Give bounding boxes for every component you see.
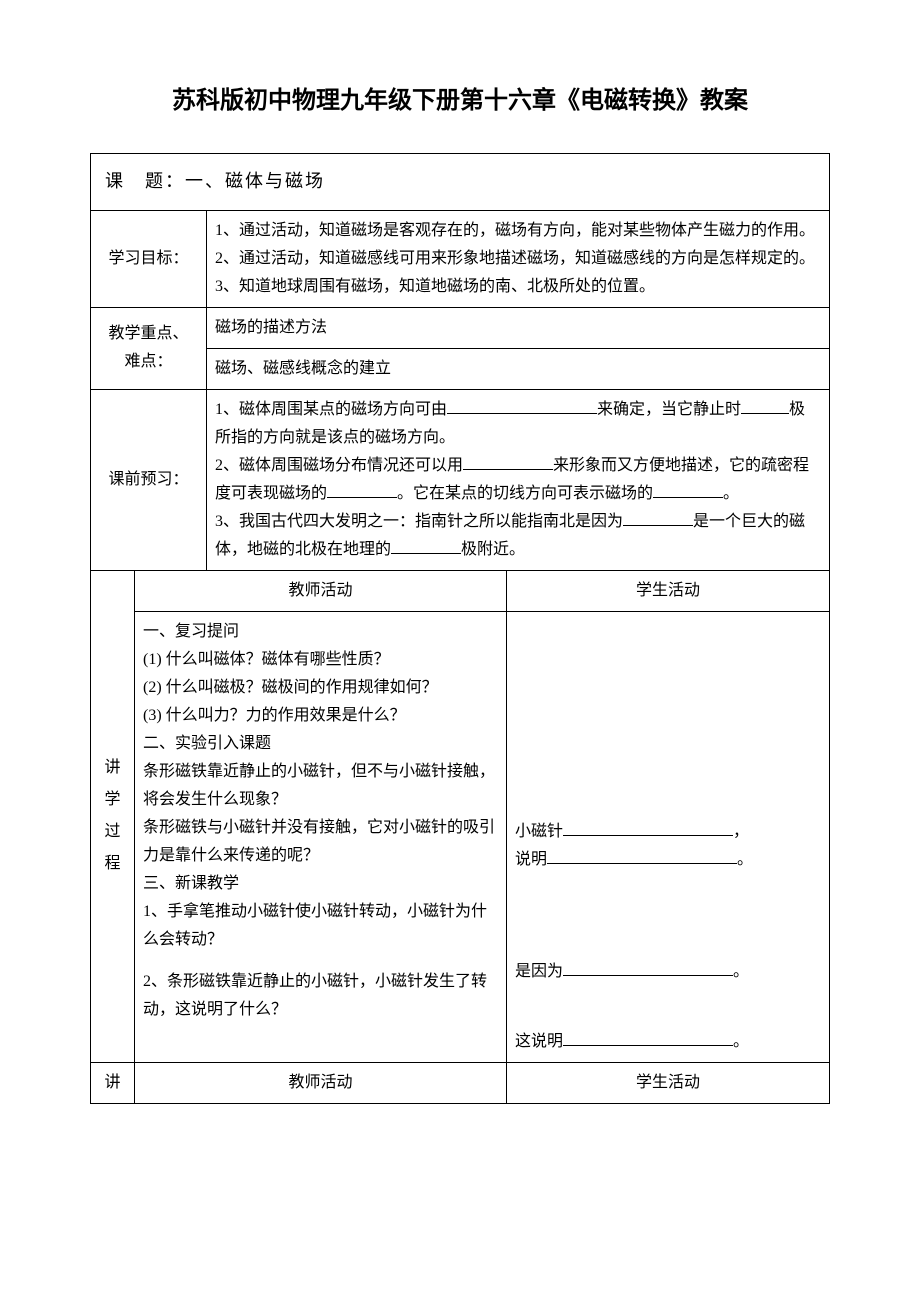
student-line: 是因为 — [515, 963, 563, 980]
process-label: 讲学过程 — [91, 570, 135, 1062]
preview-2c: 。它在某点的切线方向可表示磁场的 — [397, 485, 653, 502]
teacher-line: 条形磁铁与小磁针并没有接触，它对小磁针的吸引力是靠什么来传递的呢？ — [143, 819, 495, 864]
spacer — [515, 986, 821, 1028]
blank — [563, 960, 733, 975]
student-line: 这说明 — [515, 1033, 563, 1050]
preview-2d: 。 — [723, 485, 739, 502]
teacher-line: (1) 什么叫磁体？磁体有哪些性质？ — [143, 651, 390, 668]
teacher-line: (2) 什么叫磁极？磁极间的作用规律如何？ — [143, 674, 498, 702]
preview-1a: 1、磁体周围某点的磁场方向可由 — [215, 401, 447, 418]
table-row: 讲 教师活动 学生活动 — [91, 1062, 830, 1103]
objective-2: 2、通过活动，知道磁感线可用来形象地描述磁场，知道磁感线的方向是怎样规定的。 — [215, 250, 815, 267]
topic-text: 一、磁体与磁场 — [185, 171, 325, 191]
blank — [327, 482, 397, 497]
student-line: 说明 — [515, 851, 547, 868]
preview-cell: 1、磁体周围某点的磁场方向可由来确定，当它静止时极所指的方向就是该点的磁场方向。… — [207, 389, 830, 570]
spacer — [515, 874, 821, 958]
student-line: ， — [733, 823, 749, 840]
lesson-table: 课 题：一、磁体与磁场 学习目标： 1、通过活动，知道磁场是客观存在的，磁场有方… — [90, 153, 830, 1104]
table-row: 课前预习： 1、磁体周围某点的磁场方向可由来确定，当它静止时极所指的方向就是该点… — [91, 389, 830, 570]
page-title: 苏科版初中物理九年级下册第十六章《电磁转换》教案 — [90, 80, 830, 115]
student-line: 。 — [733, 1033, 749, 1050]
process-label-text: 讲学过程 — [99, 752, 126, 880]
table-row: 课 题：一、磁体与磁场 — [91, 154, 830, 211]
blank — [391, 538, 461, 553]
process-label-2: 讲 — [91, 1062, 135, 1103]
preview-3a: 3、我国古代四大发明之一：指南针之所以能指南北是因为 — [215, 513, 623, 530]
objectives-label: 学习目标： — [91, 210, 207, 307]
keypoint-1: 磁场的描述方法 — [207, 307, 830, 348]
preview-label: 课前预习： — [91, 389, 207, 570]
topic-label: 课 题： — [105, 171, 185, 191]
student-activity: 小磁针， 说明。 是因为。 这说明。 — [507, 611, 830, 1062]
teacher-line: 2、条形磁铁靠近静止的小磁针，小磁针发生了转动，这说明了什么？ — [143, 973, 487, 1018]
blank — [623, 510, 693, 525]
teacher-header-2: 教师活动 — [135, 1062, 507, 1103]
objectives-cell: 1、通过活动，知道磁场是客观存在的，磁场有方向，能对某些物体产生磁力的作用。 2… — [207, 210, 830, 307]
blank — [547, 848, 737, 863]
page: 苏科版初中物理九年级下册第十六章《电磁转换》教案 课 题：一、磁体与磁场 学习目… — [0, 0, 920, 1144]
teacher-line: (3) 什么叫力？力的作用效果是什么？ — [143, 707, 406, 724]
spacer — [515, 618, 821, 818]
table-row: 学习目标： 1、通过活动，知道磁场是客观存在的，磁场有方向，能对某些物体产生磁力… — [91, 210, 830, 307]
teacher-line: 二、实验引入课题 — [143, 735, 271, 752]
student-header-2: 学生活动 — [507, 1062, 830, 1103]
blank — [653, 482, 723, 497]
keypoints-label-1: 教学重点、 — [108, 325, 188, 342]
student-header: 学生活动 — [507, 570, 830, 611]
teacher-line: 三、新课教学 — [143, 875, 239, 892]
blank — [563, 820, 733, 835]
lesson-topic-cell: 课 题：一、磁体与磁场 — [91, 154, 830, 211]
objective-1: 1、通过活动，知道磁场是客观存在的，磁场有方向，能对某些物体产生磁力的作用。 — [215, 222, 815, 239]
preview-2a: 2、磁体周围磁场分布情况还可以用 — [215, 457, 463, 474]
table-row: 一、复习提问 (1) 什么叫磁体？磁体有哪些性质？ (2) 什么叫磁极？磁极间的… — [91, 611, 830, 1062]
blank — [463, 454, 553, 469]
teacher-header: 教师活动 — [135, 570, 507, 611]
blank — [563, 1030, 733, 1045]
student-line: 。 — [733, 963, 749, 980]
keypoints-label-2: 难点： — [124, 353, 172, 370]
preview-3c: 极附近。 — [461, 541, 525, 558]
keypoints-label: 教学重点、 难点： — [91, 307, 207, 389]
table-row: 教学重点、 难点： 磁场的描述方法 — [91, 307, 830, 348]
teacher-line: 条形磁铁靠近静止的小磁针，但不与小磁针接触，将会发生什么现象？ — [143, 763, 495, 808]
table-row: 讲学过程 教师活动 学生活动 — [91, 570, 830, 611]
teacher-line: 一、复习提问 — [143, 623, 239, 640]
teacher-line: 1、手拿笔推动小磁针使小磁针转动，小磁针为什么会转动？ — [143, 903, 487, 948]
student-line: 小磁针 — [515, 823, 563, 840]
keypoint-2: 磁场、磁感线概念的建立 — [207, 348, 830, 389]
objective-3: 3、知道地球周围有磁场，知道地磁场的南、北极所处的位置。 — [215, 278, 655, 295]
spacer — [143, 954, 498, 968]
student-line: 。 — [737, 851, 753, 868]
preview-1b: 来确定，当它静止时 — [597, 401, 741, 418]
blank — [447, 398, 597, 413]
teacher-activity: 一、复习提问 (1) 什么叫磁体？磁体有哪些性质？ (2) 什么叫磁极？磁极间的… — [135, 611, 507, 1062]
blank — [741, 398, 789, 413]
